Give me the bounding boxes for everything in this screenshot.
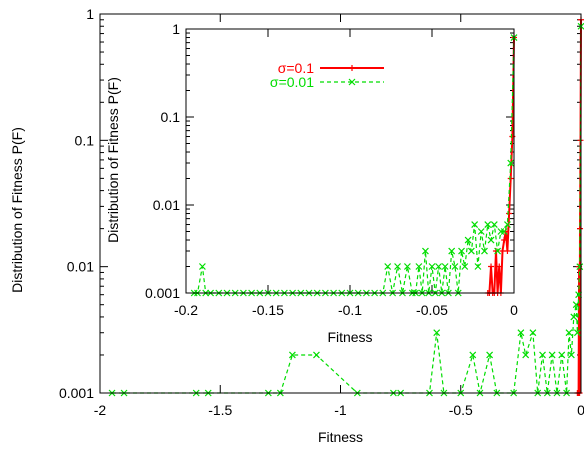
x-tick-label: -1 [334,402,347,418]
data-point [573,329,581,337]
data-point [422,247,429,255]
series-line-1 [112,26,582,394]
x-tick-label: -0.5 [449,402,473,418]
data-point [507,175,514,182]
y-tick-label: 0.01 [153,197,180,213]
data-point [501,237,508,244]
data-point [481,247,488,255]
data-point [496,263,503,270]
y-tick-label: 0.1 [75,132,95,148]
legend-label: σ=0.01 [270,74,314,90]
data-point [451,263,459,270]
data-point [567,351,575,359]
data-point [313,351,320,359]
x-tick-label: 0 [510,302,518,318]
data-point [500,228,508,235]
data-point [469,351,477,359]
plot-frame [185,28,515,294]
x-tick-label: -2 [94,402,107,418]
x-tick-label: 0 [577,402,584,418]
x-axis-title: Fitness [318,429,363,445]
data-point [507,159,515,167]
data-point [488,263,495,270]
main-plot-panel: 0.001 0.01 0.1 1 -2 -1.5 -1 -0.5 0 Fitness Distrib… [9,6,584,445]
y-axis-title: Distribution of Fitness P(F) [105,77,121,243]
data-point [288,351,296,359]
data-point [415,263,423,270]
data-point [529,329,537,337]
data-point [433,329,441,337]
y-tick-label: 0.001 [59,385,94,401]
data-point [464,236,472,244]
x-tick-label: -1.5 [208,402,232,418]
data-point [570,313,578,321]
data-point [467,247,475,255]
x-tick-label: -0.2 [174,302,198,318]
data-point [198,263,206,270]
plot-frame [99,13,582,394]
legend-marker [349,65,355,71]
data-point [474,263,482,270]
data-point [428,263,436,270]
data-point [458,247,465,255]
data-point [435,263,442,270]
data-point [403,263,411,270]
data-point [441,263,449,270]
data-point [504,221,511,228]
inset-plot-panel: 0.001 0.01 0.1 1 -0.2 -0.15 -0.1 -0.05 0 Fitness D… [105,21,518,345]
data-point [394,263,401,270]
data-point [487,236,495,244]
data-point [517,329,525,337]
data-point [558,351,566,359]
data-point [490,221,498,228]
data-point [494,247,502,255]
y-tick-label: 0.01 [67,259,94,275]
data-point [448,247,456,255]
x-tick-label: -0.1 [338,302,362,318]
x-axis-title: Fitness [327,329,372,345]
data-point [486,351,494,359]
data-point [506,210,513,217]
data-point [471,221,479,228]
data-point [572,301,580,309]
data-point [539,351,546,359]
data-point [522,351,530,359]
data-point [461,263,469,270]
y-tick-label: 1 [172,21,180,37]
data-point [504,248,511,255]
data-point [384,263,392,270]
y-tick-label: 0.001 [145,285,180,301]
data-point [565,329,573,337]
y-tick-label: 1 [86,6,94,22]
data-point [477,228,485,235]
data-point [484,221,492,228]
legend-marker [348,78,356,86]
legend-label: σ=0.1 [278,60,314,76]
x-tick-label: -0.15 [252,302,284,318]
y-axis-title: Distribution of Fitness P(F) [9,127,25,293]
data-point [548,351,556,359]
data-point [576,263,584,271]
y-tick-label: 0.1 [161,109,181,125]
x-tick-label: -0.05 [416,302,448,318]
